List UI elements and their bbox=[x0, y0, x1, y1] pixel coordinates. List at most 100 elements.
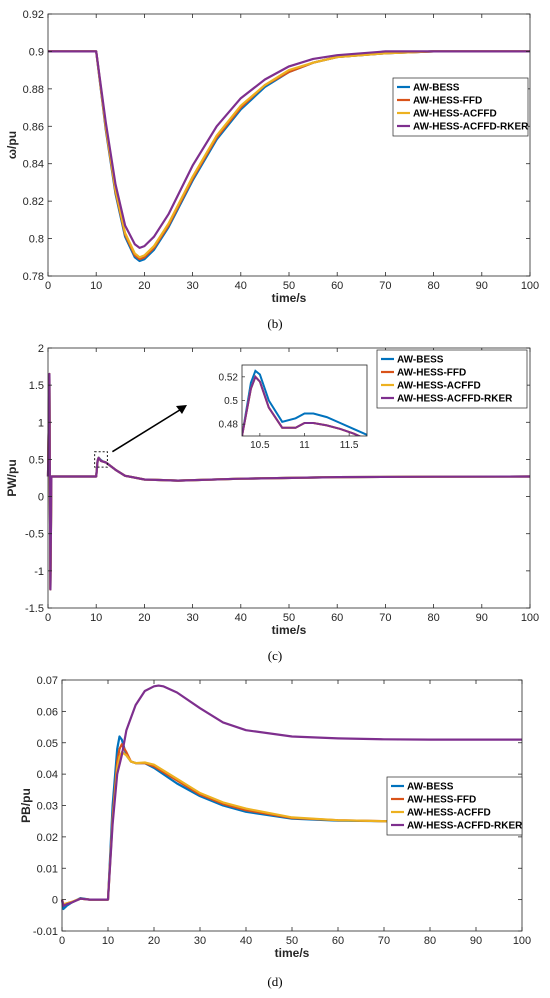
y-tick-label: 2 bbox=[38, 343, 44, 355]
x-tick-label: 90 bbox=[470, 935, 482, 947]
x-tick-label: 30 bbox=[194, 935, 206, 947]
legend-label: AW-BESS bbox=[407, 782, 454, 793]
chart-panel-2: 0 10 20 30 40 50 60 70 80 90 100-0.0100.010.020.03… bbox=[19, 675, 531, 989]
x-tick-label: 20 bbox=[148, 935, 160, 947]
panel-caption: (c) bbox=[268, 648, 282, 663]
inset-y-tick-label: 0.5 bbox=[224, 396, 238, 407]
legend-label: AW-BESS bbox=[397, 355, 444, 366]
x-tick-label: 70 bbox=[379, 280, 391, 292]
legend-label: AW-HESS-ACFFD-RKER bbox=[407, 821, 523, 832]
legend-label: AW-HESS-ACFFD-RKER bbox=[413, 122, 529, 133]
zoom-region-box bbox=[94, 451, 108, 468]
legend-label: AW-HESS-ACFFD bbox=[397, 381, 481, 392]
x-tick-label: 60 bbox=[332, 935, 344, 947]
zoom-inset: 10.5 11 11.5 0.48 0.5 0.52 bbox=[219, 364, 368, 451]
x-tick-label: 70 bbox=[378, 935, 390, 947]
y-tick-label: 0.05 bbox=[37, 738, 58, 750]
x-tick-label: 30 bbox=[186, 612, 198, 624]
y-tick-label: 0.86 bbox=[23, 121, 44, 133]
y-axis-label: ω/pu bbox=[5, 131, 19, 159]
y-tick-label: 0.04 bbox=[37, 769, 58, 781]
y-tick-label: 0.5 bbox=[29, 454, 44, 466]
legend-box bbox=[386, 776, 523, 836]
inset-line-aw-hess-acffd-rker bbox=[242, 374, 362, 436]
y-tick-label: 0 bbox=[52, 895, 58, 907]
plot-area bbox=[48, 14, 530, 276]
x-tick-label: 30 bbox=[186, 280, 198, 292]
x-tick-label: 50 bbox=[283, 612, 295, 624]
inset-y-tick-label: 0.48 bbox=[219, 420, 239, 431]
x-tick-label: 90 bbox=[476, 612, 488, 624]
legend-label: AW-HESS-ACFFD bbox=[413, 109, 497, 120]
x-tick-label: 60 bbox=[331, 612, 343, 624]
chart-panel-1: 0 10 20 30 40 50 60 70 80 90 100-1.5-1-0.500.511.5… bbox=[5, 343, 539, 663]
zoom-arrow-head bbox=[176, 405, 187, 414]
x-tick-label: 20 bbox=[138, 280, 150, 292]
x-tick-label: 50 bbox=[286, 935, 298, 947]
y-tick-label: -1.5 bbox=[25, 603, 44, 615]
x-tick-label: 10 bbox=[90, 280, 102, 292]
y-tick-label: 0.88 bbox=[23, 84, 44, 96]
y-tick-label: 0.82 bbox=[23, 196, 44, 208]
y-tick-label: 0.78 bbox=[23, 271, 44, 283]
x-tick-label: 20 bbox=[138, 612, 150, 624]
chart-panel-0: 0 10 20 30 40 50 60 70 80 90 100 0.78 0.8 0.82 0.84 0.8… bbox=[5, 9, 539, 331]
series-line-aw-hess-acffd-rker bbox=[60, 684, 522, 908]
x-tick-label: 90 bbox=[476, 280, 488, 292]
x-tick-label: 50 bbox=[283, 280, 295, 292]
inset-x-tick-label: 10.5 bbox=[250, 440, 270, 451]
x-tick-label: 70 bbox=[379, 612, 391, 624]
inset-x-tick-label: 11.5 bbox=[340, 440, 359, 451]
panel-caption: (d) bbox=[267, 974, 282, 989]
y-tick-label: -1 bbox=[34, 566, 44, 578]
legend-label: AW-HESS-FFD bbox=[397, 368, 466, 379]
y-tick-label: -0.5 bbox=[25, 529, 44, 541]
y-tick-label: 0.03 bbox=[37, 801, 58, 813]
series-line-aw-hess-acffd bbox=[48, 50, 530, 259]
legend: AW-BESS AW-HESS-FFD AW-HESS-ACFFD AW-HESS-A… bbox=[386, 776, 523, 836]
x-tick-label: 80 bbox=[424, 935, 436, 947]
inset-line-aw-bess bbox=[242, 369, 367, 436]
x-tick-label: 100 bbox=[521, 280, 539, 292]
legend-label: AW-BESS bbox=[413, 83, 460, 94]
series-line-aw-hess-acffd-rker bbox=[48, 50, 530, 249]
y-axis-label: PB/pu bbox=[19, 788, 33, 823]
x-tick-label: 80 bbox=[427, 280, 439, 292]
inset-y-tick-label: 0.52 bbox=[219, 372, 239, 383]
x-axis-label: time/s bbox=[272, 291, 307, 305]
legend: AW-BESS AW-HESS-FFD AW-HESS-ACFFD AW-HESS-A… bbox=[392, 77, 529, 137]
y-axis-label: PW/pu bbox=[5, 459, 19, 496]
y-tick-label: 0.01 bbox=[37, 863, 58, 875]
x-tick-label: 0 bbox=[45, 280, 51, 292]
legend-label: AW-HESS-FFD bbox=[413, 96, 482, 107]
y-tick-label: 1.5 bbox=[29, 380, 44, 392]
x-axis-label: time/s bbox=[272, 623, 307, 637]
x-tick-label: 0 bbox=[59, 935, 65, 947]
y-tick-label: 1 bbox=[38, 417, 44, 429]
y-tick-label: 0 bbox=[38, 492, 44, 504]
x-tick-label: 80 bbox=[427, 612, 439, 624]
x-tick-label: 100 bbox=[513, 935, 531, 947]
inset-area bbox=[242, 365, 367, 436]
series-line-aw-hess-acffd-rker bbox=[46, 372, 531, 591]
x-tick-label: 40 bbox=[235, 280, 247, 292]
y-tick-label: -0.01 bbox=[33, 926, 58, 938]
x-tick-label: 60 bbox=[331, 280, 343, 292]
x-tick-label: 10 bbox=[90, 612, 102, 624]
y-tick-label: 0.92 bbox=[23, 9, 44, 21]
zoom-arrow bbox=[111, 407, 184, 453]
inset-x-tick-label: 11 bbox=[299, 440, 310, 451]
legend-label: AW-HESS-ACFFD bbox=[407, 808, 491, 819]
x-tick-label: 0 bbox=[45, 612, 51, 624]
y-tick-label: 0.8 bbox=[29, 234, 44, 246]
legend-box bbox=[392, 77, 529, 137]
y-tick-label: 0.9 bbox=[29, 46, 44, 58]
x-axis-label: time/s bbox=[275, 946, 310, 960]
x-tick-label: 40 bbox=[240, 935, 252, 947]
x-tick-label: 10 bbox=[102, 935, 114, 947]
x-tick-label: 100 bbox=[521, 612, 539, 624]
y-tick-label: 0.84 bbox=[23, 159, 44, 171]
x-tick-label: 40 bbox=[235, 612, 247, 624]
y-tick-label: 0.06 bbox=[37, 706, 58, 718]
